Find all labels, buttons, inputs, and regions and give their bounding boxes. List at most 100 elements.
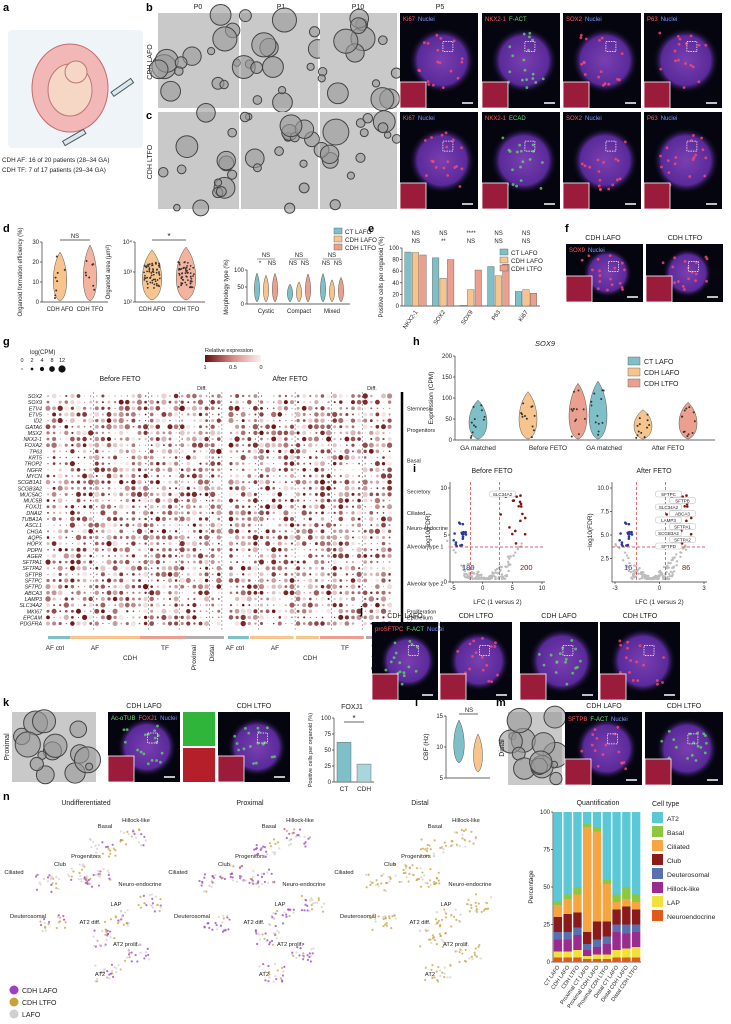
umap-point [302,955,306,958]
point [646,419,649,422]
dot [95,566,99,570]
dot [59,555,61,557]
point [631,577,634,581]
umap-point [126,830,129,833]
dot [179,405,185,411]
point [594,421,597,424]
dot [53,401,55,403]
dot [289,578,295,583]
bar-segment [573,887,582,895]
dot [143,559,148,565]
bar [522,289,530,307]
dot [338,541,343,546]
dot [241,505,245,509]
point [460,532,464,536]
dot [278,591,282,595]
dot [120,622,123,625]
dot [137,393,142,399]
umap-point [39,883,42,886]
dot [387,455,392,460]
dot [157,456,159,459]
dot [210,448,216,454]
point [477,573,481,577]
dot [380,596,387,602]
dot [106,473,112,479]
umap-point [106,929,109,932]
dot [382,480,385,484]
dot [100,418,105,423]
dot [259,590,264,595]
label: 10 [32,280,39,286]
label: CDH LTFO [237,703,272,710]
umap-point [92,840,95,844]
umap-point [274,842,277,846]
umap-point [276,841,280,844]
dot [143,455,148,460]
dot [356,614,362,620]
umap-point [239,877,242,880]
inset [439,673,467,701]
dot [47,420,49,422]
dot [277,510,282,515]
umap-point [150,893,154,896]
umap-point [429,848,432,851]
umap-point [489,896,493,899]
dot [350,418,356,423]
label: 0 [449,438,453,444]
dot [193,419,196,422]
point [665,513,669,516]
dot [52,406,57,411]
dot [112,492,118,497]
umap-point [260,872,263,876]
point [639,572,642,575]
dot [284,437,288,441]
dot [197,442,204,448]
dot [345,609,349,613]
dot [47,456,49,459]
dot [258,454,265,461]
dot [247,584,252,589]
dot [358,598,360,600]
dot [357,560,361,564]
nucleus [244,726,247,730]
panel-label: f [565,223,569,235]
umap-point [433,976,436,979]
dot [131,473,136,479]
umap-point [228,918,231,921]
dot [64,609,68,613]
dot [77,511,80,515]
dot [174,456,178,459]
stain-word: Nuclei [585,17,602,23]
dot [266,579,269,582]
dot [321,548,324,552]
point [461,522,465,526]
dot [95,475,98,477]
dot [387,492,392,497]
umap-point [238,866,242,870]
umap-point [256,932,259,935]
umap-point [198,879,201,883]
umap-point [320,905,323,909]
umap-point [428,879,432,882]
stain-label: P63 Nuclei [647,116,677,122]
label: NS [412,231,420,237]
nucleus [618,639,622,643]
umap-point [200,884,203,887]
point [627,535,631,538]
point [156,279,159,281]
legend-swatch [652,840,663,851]
point [454,551,457,554]
dot [319,479,326,485]
dot [380,608,387,614]
nucleus [444,131,448,135]
nucleus [606,288,609,292]
umap-point [210,885,213,888]
dot [272,475,275,477]
dot [53,536,55,539]
umap-point [382,925,385,928]
umap-point [272,932,275,935]
dot [376,597,379,601]
dot [77,597,80,601]
dot [131,462,136,466]
dot [266,419,269,422]
